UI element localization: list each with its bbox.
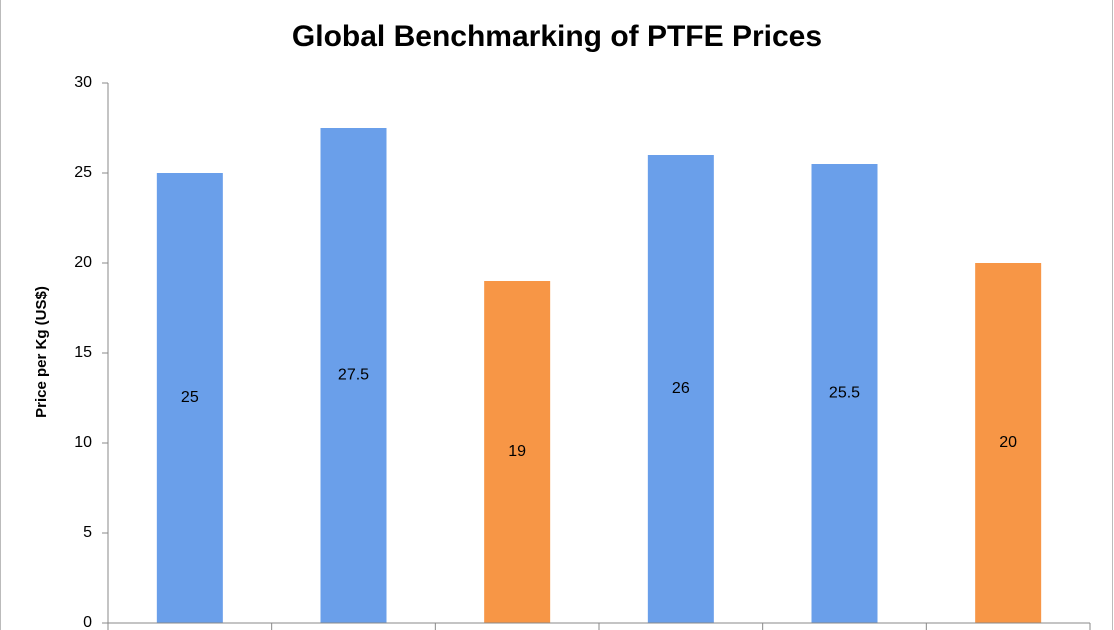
chart-title: Global Benchmarking of PTFE Prices: [292, 20, 822, 53]
y-tick-label: 10: [74, 434, 92, 451]
y-tick-label: 25: [74, 164, 92, 181]
bar: [811, 164, 878, 623]
y-axis-label: Price per Kg (US$): [33, 286, 50, 418]
bar: [975, 263, 1042, 623]
bar: [647, 155, 714, 623]
y-tick-label: 5: [83, 524, 92, 541]
data-label: 25.5: [829, 385, 860, 402]
y-tick-label: 30: [74, 74, 92, 91]
bar: [320, 128, 387, 623]
data-label: 20: [999, 434, 1017, 451]
data-label: 19: [508, 443, 526, 460]
data-label: 26: [672, 380, 690, 397]
data-label: 27.5: [338, 367, 369, 384]
bar: [156, 173, 223, 623]
data-label: 25: [181, 389, 199, 406]
y-tick-label: 0: [83, 614, 92, 630]
y-tick-label: 20: [74, 254, 92, 271]
y-tick-label: 15: [74, 344, 92, 361]
bar: [484, 281, 551, 623]
